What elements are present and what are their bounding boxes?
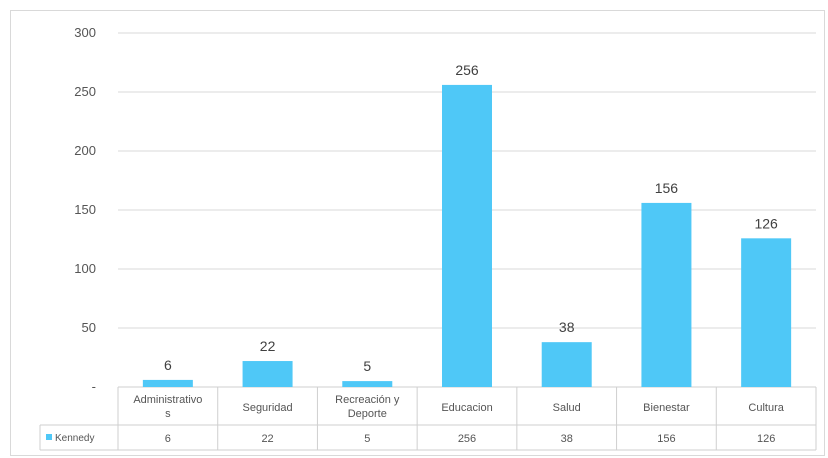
category-label: Administrativo s [133,394,202,420]
category-label: Educacion [441,402,492,414]
category-label: Cultura [748,402,784,414]
bar [342,381,393,387]
y-tick-label: 300 [74,25,96,40]
data-label: 126 [754,215,778,231]
bar [541,342,592,387]
y-tick-label: 150 [74,202,96,217]
y-tick-label: 50 [82,320,96,335]
table-value: 156 [657,433,675,445]
legend-swatch [46,434,52,440]
table-value: 5 [364,433,370,445]
category-label: Seguridad [242,402,292,414]
y-tick-label: 100 [74,261,96,276]
y-tick-label: 200 [74,143,96,158]
table-value: 6 [165,433,171,445]
data-label: 5 [363,358,371,374]
data-label: 38 [559,319,575,335]
bar [641,202,692,387]
table-value: 38 [561,433,573,445]
bar [242,361,293,387]
bar [442,84,492,388]
data-label: 156 [655,180,679,196]
y-tick-label: - [92,379,96,394]
y-tick-label: 250 [74,84,96,99]
legend-series-name: Kennedy [55,433,94,444]
table-value: 22 [261,433,273,445]
bar [741,238,792,387]
data-label: 6 [164,357,172,373]
category-label: Recreación y Deporte [335,394,400,420]
data-label: 256 [455,62,479,78]
category-label: Bienestar [643,402,690,414]
bar [142,379,193,387]
table-value: 256 [458,433,476,445]
category-label: Salud [553,402,581,414]
table-value: 126 [757,433,775,445]
data-label: 22 [260,338,276,354]
